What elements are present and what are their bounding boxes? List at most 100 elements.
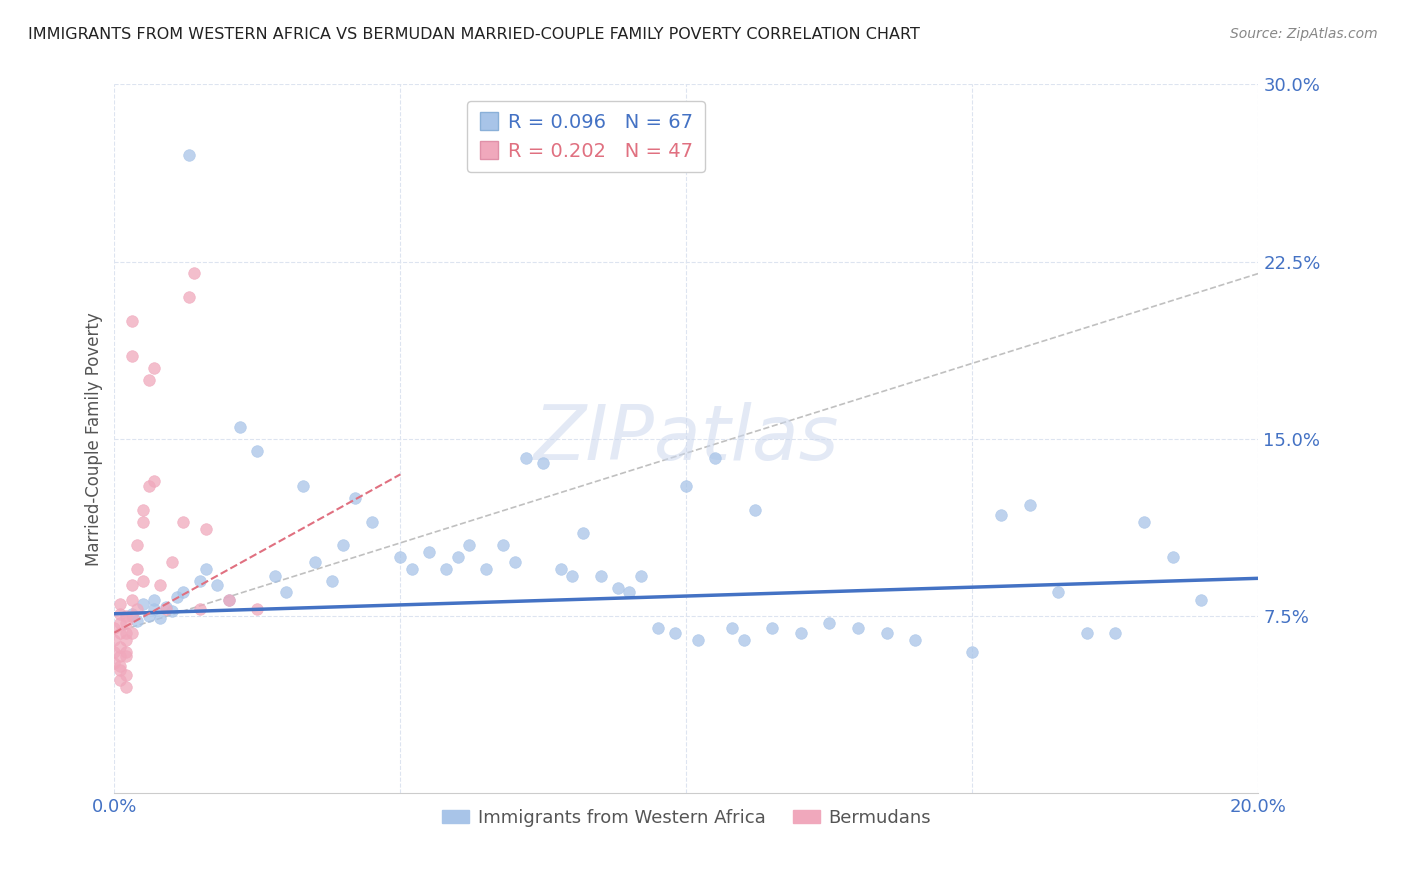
Point (127, 538, 149, 552)
Point (108, 649, 131, 664)
Point (132, 597, 155, 611)
Point (304, 555, 326, 569)
Point (675, 479, 697, 493)
Point (418, 545, 440, 559)
Point (401, 562, 423, 576)
Point (115, 609, 138, 624)
Point (108, 616, 131, 631)
Point (115, 616, 138, 631)
Point (904, 632, 927, 647)
Point (1104, 625, 1126, 640)
Point (733, 632, 755, 647)
Point (115, 644, 138, 658)
Point (121, 592, 143, 607)
Point (115, 668, 138, 682)
Point (630, 569, 652, 583)
Point (246, 443, 269, 458)
Point (108, 664, 131, 678)
Point (1076, 625, 1098, 640)
Point (143, 475, 166, 489)
Point (475, 562, 498, 576)
Point (990, 508, 1012, 522)
Point (121, 609, 143, 624)
Point (962, 644, 984, 658)
Point (332, 538, 354, 552)
Point (647, 621, 669, 635)
Point (155, 599, 177, 614)
Point (103, 632, 125, 647)
Point (446, 549, 468, 564)
Text: Source: ZipAtlas.com: Source: ZipAtlas.com (1230, 27, 1378, 41)
Point (108, 640, 131, 654)
Point (572, 526, 595, 541)
Point (143, 592, 166, 607)
Point (132, 574, 155, 588)
Point (103, 657, 125, 671)
Point (876, 625, 898, 640)
Legend: Immigrants from Western Africa, Bermudans: Immigrants from Western Africa, Bermudan… (434, 802, 938, 834)
Point (1161, 549, 1184, 564)
Point (343, 491, 366, 505)
Point (160, 604, 183, 618)
Point (664, 625, 686, 640)
Point (121, 314, 143, 328)
Point (127, 602, 149, 616)
Point (188, 574, 211, 588)
Point (533, 456, 555, 470)
Point (172, 585, 194, 599)
Point (121, 349, 143, 363)
Point (177, 290, 200, 304)
Point (127, 614, 149, 628)
Text: IMMIGRANTS FROM WESTERN AFRICA VS BERMUDAN MARRIED-COUPLE FAMILY POVERTY CORRELA: IMMIGRANTS FROM WESTERN AFRICA VS BERMUD… (28, 27, 920, 42)
Point (1047, 585, 1070, 599)
Point (846, 621, 869, 635)
Point (246, 602, 269, 616)
Point (389, 549, 412, 564)
Point (149, 578, 172, 592)
Point (115, 625, 138, 640)
Point (194, 522, 217, 536)
Point (108, 625, 131, 640)
Point (108, 597, 131, 611)
Point (704, 450, 727, 465)
Point (360, 515, 382, 529)
Point (492, 538, 515, 552)
Point (606, 581, 628, 595)
Point (138, 609, 160, 624)
Point (132, 503, 155, 517)
Point (138, 479, 160, 493)
Point (1189, 592, 1212, 607)
Point (121, 625, 143, 640)
Point (263, 569, 285, 583)
Point (115, 632, 138, 647)
Point (108, 607, 131, 621)
Point (160, 555, 183, 569)
Point (1133, 515, 1156, 529)
Point (321, 574, 343, 588)
Point (218, 592, 240, 607)
Text: ZIPatlas: ZIPatlas (534, 402, 839, 476)
Point (818, 616, 841, 631)
Point (183, 267, 205, 281)
Point (761, 621, 783, 635)
Point (589, 569, 612, 583)
Point (503, 555, 526, 569)
Point (155, 602, 177, 616)
Point (274, 585, 297, 599)
Point (561, 569, 583, 583)
Point (218, 592, 240, 607)
Point (103, 621, 125, 635)
Y-axis label: Married-Couple Family Poverty: Married-Couple Family Poverty (86, 312, 103, 566)
Point (115, 649, 138, 664)
Point (132, 515, 155, 529)
Point (121, 607, 143, 621)
Point (108, 673, 131, 687)
Point (434, 562, 457, 576)
Point (515, 450, 537, 465)
Point (143, 361, 166, 376)
Point (108, 658, 131, 673)
Point (188, 602, 211, 616)
Point (127, 562, 149, 576)
Point (166, 591, 188, 605)
Point (458, 538, 481, 552)
